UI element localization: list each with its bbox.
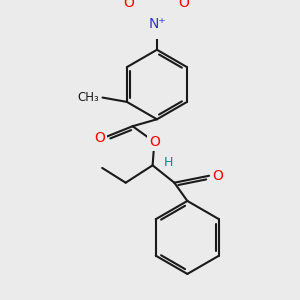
Text: O: O [94,131,105,146]
Text: CH₃: CH₃ [77,91,99,104]
Text: O⁻: O⁻ [178,0,196,10]
Text: H: H [164,156,173,169]
Text: N⁺: N⁺ [148,17,166,31]
Text: O: O [124,0,135,10]
Text: O: O [149,135,160,149]
Text: O: O [212,169,223,183]
